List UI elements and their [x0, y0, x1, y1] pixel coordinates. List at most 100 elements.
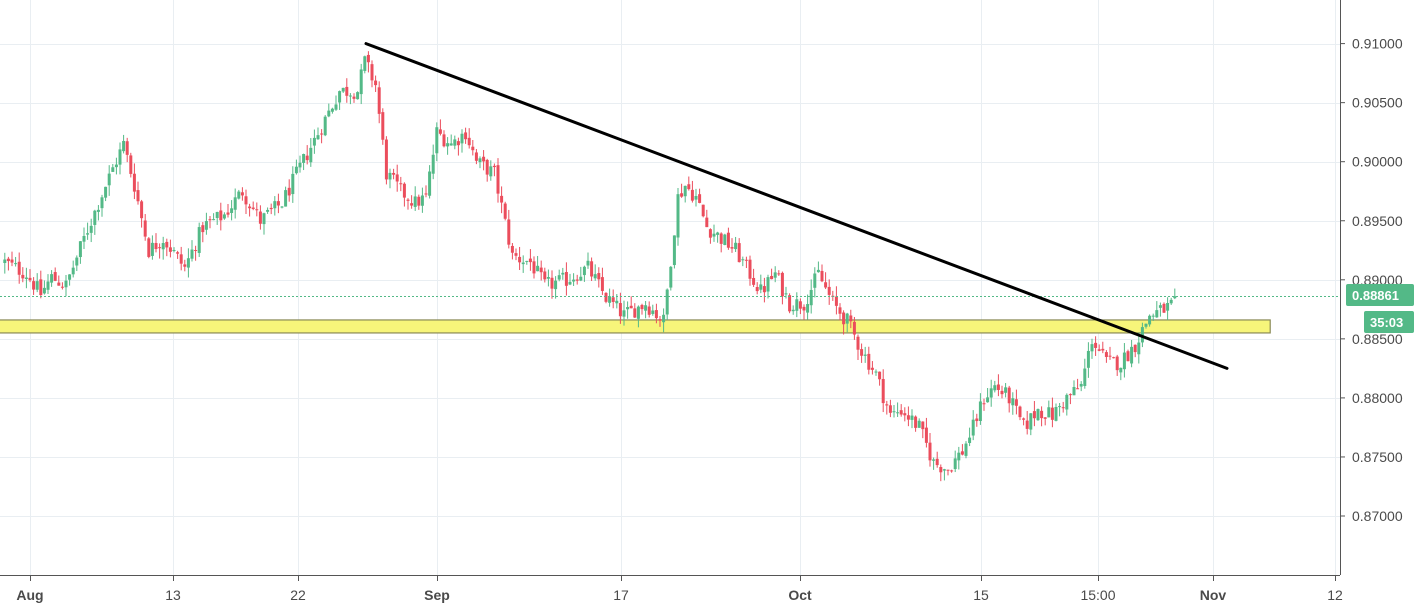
candle-body [1130, 346, 1134, 364]
candle-body [215, 211, 219, 218]
candle-body [586, 260, 590, 266]
candle-body [759, 284, 763, 290]
candle-body [809, 289, 813, 306]
candle-body [237, 191, 241, 199]
candle-body [687, 184, 691, 190]
candle-body [309, 147, 313, 163]
candle-body [1155, 310, 1159, 318]
y-tick-label: 0.88000 [1352, 390, 1403, 406]
candle-body [17, 261, 21, 275]
candle-body [874, 371, 878, 373]
candle-body [597, 273, 601, 280]
candle-body [824, 282, 828, 288]
trendline[interactable] [364, 42, 1229, 370]
candle-body [75, 257, 79, 266]
candle-body [518, 256, 522, 263]
candle-body [111, 167, 115, 172]
candle-body [1058, 406, 1062, 408]
candle-body [1115, 356, 1119, 371]
candle-body [1162, 303, 1166, 313]
grid-lines [0, 0, 1340, 575]
candle-body [395, 174, 399, 182]
candle-body [471, 146, 475, 151]
candle-body [356, 92, 360, 100]
candle-body [1018, 406, 1022, 418]
candle-body [730, 247, 734, 249]
candle-body [770, 275, 774, 280]
x-axis-ticks: Aug 13 22 Sep 17 Oct 15 15:00 Nov 12 [16, 575, 1343, 603]
candle-body [82, 236, 86, 242]
candle-body [572, 279, 576, 282]
candle-body [939, 467, 943, 473]
candle-body [863, 354, 867, 356]
candle-body [780, 272, 784, 297]
candle-body [298, 162, 302, 168]
candle-body [1061, 407, 1065, 409]
candle-body [1104, 352, 1108, 357]
candle-body [1004, 387, 1008, 393]
candle-body [449, 143, 453, 146]
candle-body [1137, 342, 1141, 355]
candlestick-series [3, 51, 1177, 482]
candle-body [626, 307, 630, 310]
candle-body [406, 199, 410, 201]
candle-body [388, 172, 392, 180]
x-tick-label: 13 [165, 587, 181, 603]
candle-body [521, 262, 525, 265]
candle-body [968, 437, 972, 444]
support-zone[interactable] [0, 319, 1271, 334]
candle-body [316, 135, 320, 140]
candle-body [705, 217, 709, 228]
y-tick-label: 0.89500 [1352, 213, 1403, 229]
candle-body [374, 80, 378, 86]
candle-body [1097, 349, 1101, 351]
candle-body [381, 112, 385, 140]
candle-body [644, 305, 648, 311]
candle-body [773, 272, 777, 278]
candle-body [604, 292, 608, 302]
candle-body [744, 259, 748, 261]
candle-body [1148, 315, 1152, 325]
candle-body [928, 442, 932, 461]
candle-body [665, 289, 669, 315]
candle-body [888, 405, 892, 413]
candle-body [269, 207, 273, 210]
candle-body [932, 459, 936, 461]
candle-body [554, 280, 558, 290]
candle-body [550, 277, 554, 289]
candle-body [892, 411, 896, 413]
candle-body [964, 443, 968, 456]
candle-body [338, 91, 342, 103]
candle-body [104, 186, 108, 198]
candle-body [60, 286, 64, 288]
y-tick-label: 0.91000 [1352, 36, 1403, 52]
candle-body [906, 415, 910, 420]
candle-body [1090, 344, 1094, 352]
candle-body [71, 267, 75, 275]
candle-body [186, 258, 190, 268]
candle-body [1079, 383, 1083, 387]
candle-body [3, 259, 7, 264]
candle-body [438, 129, 442, 134]
support-zone-rect[interactable] [0, 319, 1271, 334]
candle-body [46, 281, 50, 290]
candle-body [1083, 368, 1087, 386]
candle-body [568, 281, 572, 285]
candle-body [172, 250, 176, 252]
candle-body [719, 233, 723, 244]
candle-body [150, 242, 154, 256]
candle-body [35, 281, 39, 290]
candle-body [86, 233, 90, 235]
candle-body [363, 56, 367, 71]
candle-body [698, 194, 702, 203]
candle-body [996, 384, 1000, 390]
candle-body [935, 458, 939, 466]
candle-body [647, 306, 651, 315]
candle-body [1014, 399, 1018, 406]
candle-body [680, 193, 684, 197]
candle-body [399, 183, 403, 185]
candle-body [582, 266, 586, 276]
candle-body [122, 140, 126, 152]
candle-body [1050, 407, 1054, 420]
